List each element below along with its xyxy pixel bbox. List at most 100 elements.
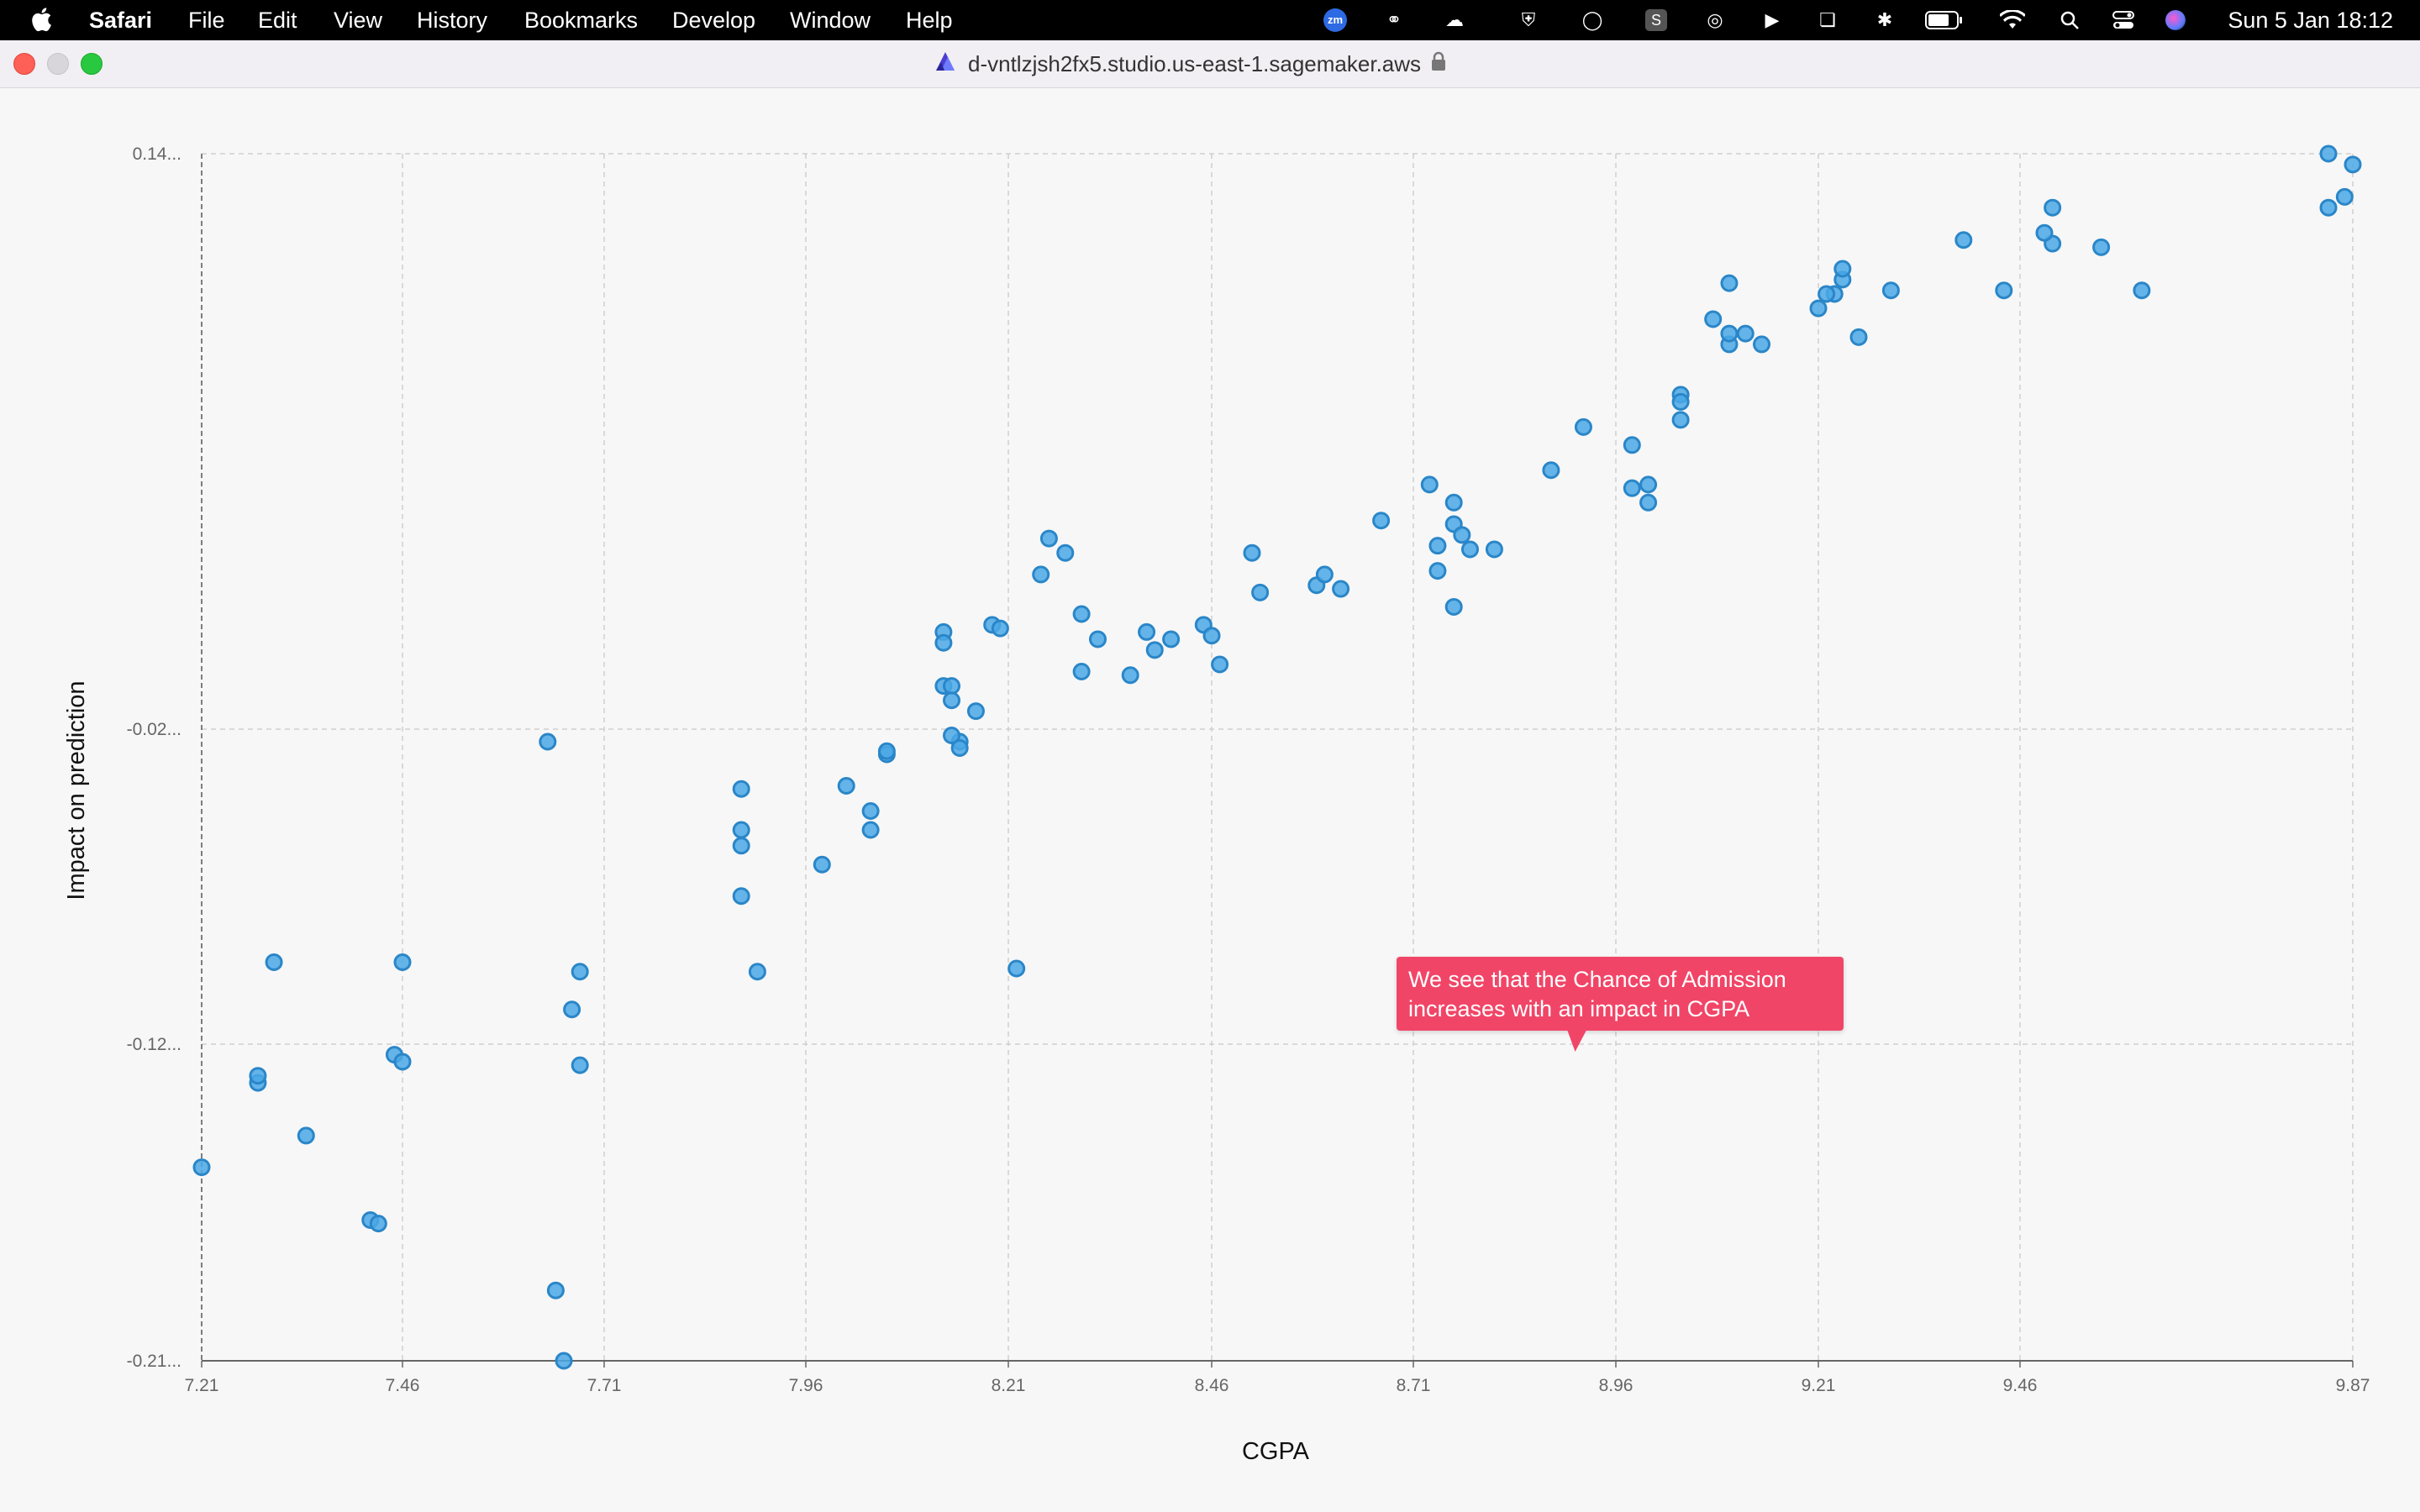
- data-point: [1623, 436, 1641, 454]
- data-point: [1211, 655, 1229, 674]
- data-point: [1671, 392, 1690, 411]
- search-icon[interactable]: [2057, 8, 2082, 32]
- annotation-line-1: We see that the Chance of Admission: [1408, 967, 1786, 992]
- data-point: [1072, 663, 1091, 680]
- data-point: [369, 1215, 387, 1233]
- x-tick-label: 7.71: [587, 1376, 622, 1395]
- zoom-icon[interactable]: zm: [1323, 8, 1348, 32]
- data-point: [861, 821, 880, 839]
- control-center-icon[interactable]: [2111, 8, 2136, 32]
- menu-help[interactable]: Help: [906, 8, 953, 33]
- data-point: [1818, 285, 1836, 303]
- data-point: [2335, 187, 2354, 206]
- zoom-badge: zm: [1323, 8, 1347, 32]
- data-point: [966, 702, 985, 721]
- data-point: [1007, 959, 1026, 978]
- x-tick-label: 9.46: [2003, 1376, 2038, 1395]
- minimize-window-button[interactable]: [47, 53, 69, 75]
- y-tick-label: -0.12...: [127, 1035, 182, 1054]
- menu-app-name[interactable]: Safari: [89, 8, 153, 33]
- data-points: [192, 144, 2362, 1370]
- x-axis-ticks: 7.21 7.46 7.71 7.96 8.21 8.46 8.71 8.96 9.21 9.46…: [185, 1361, 2370, 1395]
- airdrop-icon[interactable]: ◎: [1707, 9, 1723, 30]
- data-point: [1753, 335, 1771, 354]
- data-point: [1639, 475, 1658, 494]
- data-point: [1039, 529, 1058, 548]
- data-point: [571, 963, 589, 981]
- data-point: [1574, 417, 1592, 436]
- fullscreen-window-button[interactable]: [81, 53, 103, 75]
- browser-title-bar: d-vntlzjsh2fx5.studio.us-east-1.sagemake…: [0, 40, 2420, 88]
- menu-file[interactable]: File: [188, 8, 225, 33]
- data-point: [1542, 461, 1560, 480]
- data-point: [1315, 565, 1334, 584]
- data-point: [1138, 622, 1156, 641]
- menu-edit[interactable]: Edit: [258, 8, 297, 33]
- data-point: [1145, 641, 1164, 659]
- data-point: [393, 1053, 412, 1071]
- x-tick-label: 7.21: [185, 1376, 219, 1395]
- cloud-sync-icon[interactable]: ☁: [1445, 9, 1464, 30]
- data-point: [950, 739, 969, 757]
- data-point: [1833, 260, 1852, 278]
- data-point: [2092, 238, 2111, 256]
- close-window-button[interactable]: [13, 53, 35, 75]
- menu-view[interactable]: View: [334, 8, 383, 33]
- data-point: [943, 677, 961, 696]
- data-point: [1453, 526, 1471, 544]
- data-point: [1372, 512, 1391, 530]
- x-axis-label: CGPA: [1242, 1438, 1310, 1465]
- data-point: [297, 1126, 315, 1145]
- wifi-icon[interactable]: [2000, 8, 2025, 32]
- data-point: [1202, 627, 1221, 645]
- menu-window[interactable]: Window: [790, 8, 871, 33]
- grammarly-icon[interactable]: ◯: [1581, 9, 1603, 30]
- data-point: [1995, 281, 2013, 300]
- data-point: [1072, 605, 1091, 623]
- data-point: [1485, 540, 1503, 559]
- x-tick-label: 9.87: [2336, 1376, 2370, 1395]
- data-point: [2319, 198, 2338, 217]
- siri-icon[interactable]: [2163, 8, 2188, 32]
- data-point: [539, 732, 557, 751]
- data-point: [943, 727, 961, 744]
- data-point: [546, 1281, 565, 1299]
- data-point: [1720, 324, 1739, 343]
- data-point: [1671, 411, 1690, 429]
- scatter-plot: 7.21 7.46 7.71 7.96 8.21 8.46 8.71 8.96 9.21 9.46…: [63, 144, 2370, 1465]
- data-point: [732, 780, 750, 798]
- creative-cloud-icon[interactable]: ⚭: [1386, 9, 1402, 30]
- data-point: [1032, 565, 1050, 584]
- data-point: [1428, 562, 1447, 580]
- data-point: [1243, 543, 1261, 562]
- s-app-icon[interactable]: S: [1644, 8, 1669, 32]
- data-point: [1849, 328, 1868, 346]
- clock[interactable]: Sun 5 Jan 18:12: [2228, 8, 2393, 33]
- address-bar[interactable]: d-vntlzjsh2fx5.studio.us-east-1.sagemake…: [933, 50, 1446, 77]
- y-axis-ticks: 0.14... -0.02... -0.12... -0.21...: [127, 144, 182, 1371]
- lock-icon: [1431, 51, 1446, 77]
- x-tick-label: 7.46: [386, 1376, 420, 1395]
- data-point: [265, 953, 283, 971]
- menu-develop[interactable]: Develop: [672, 8, 756, 33]
- screen-mirroring-icon[interactable]: ❏: [1819, 9, 1836, 30]
- bluetooth-icon[interactable]: ✱: [1876, 9, 1893, 30]
- data-point: [732, 821, 750, 839]
- data-point: [837, 777, 855, 795]
- data-point: [943, 691, 961, 710]
- play-icon[interactable]: ▶: [1765, 9, 1780, 30]
- data-point: [861, 802, 880, 820]
- data-point: [1251, 583, 1270, 601]
- menu-bookmarks[interactable]: Bookmarks: [524, 8, 639, 33]
- battery-icon[interactable]: [1924, 8, 1965, 32]
- menu-history[interactable]: History: [417, 8, 488, 33]
- shield-icon[interactable]: ⛨: [1521, 9, 1536, 30]
- data-point: [2319, 144, 2338, 163]
- data-point: [192, 1158, 211, 1177]
- grid-lines: [202, 153, 2354, 1361]
- apple-menu-icon[interactable]: [30, 7, 52, 38]
- x-tick-label: 7.96: [789, 1376, 823, 1395]
- url-text: d-vntlzjsh2fx5.studio.us-east-1.sagemake…: [968, 50, 1422, 76]
- y-tick-label: 0.14...: [133, 144, 182, 164]
- data-point: [571, 1056, 589, 1074]
